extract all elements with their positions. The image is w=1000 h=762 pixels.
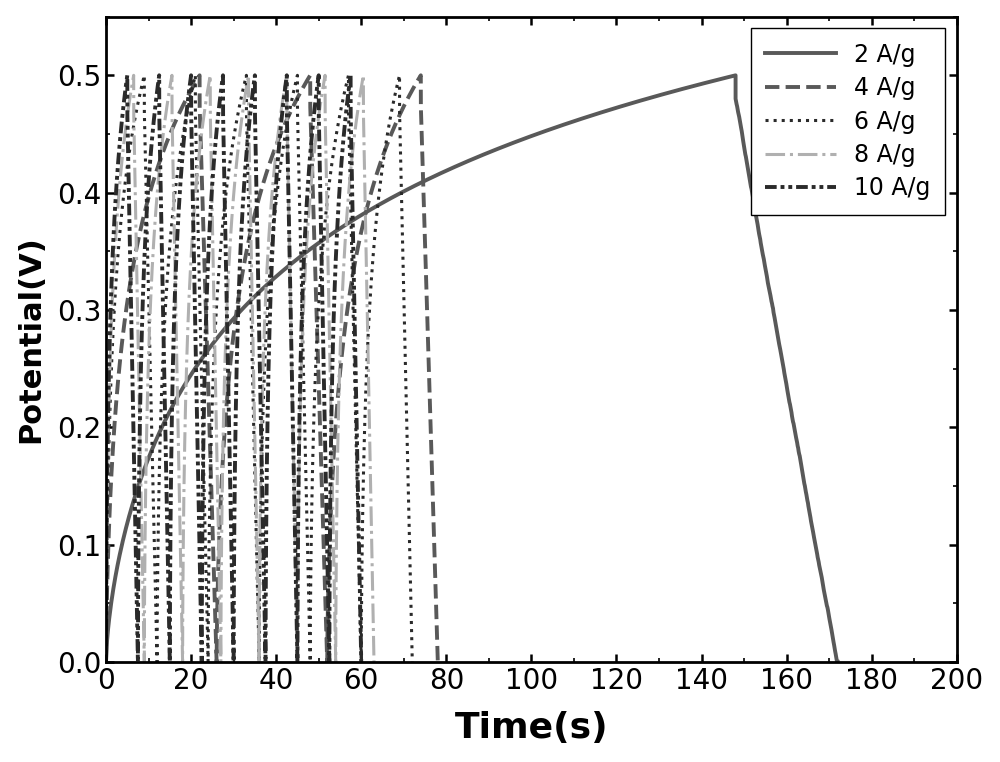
6 A/g <box>279 134 291 143</box>
4 A/g <box>129 252 141 261</box>
Legend: 2 A/g, 4 A/g, 6 A/g, 8 A/g, 10 A/g: 2 A/g, 4 A/g, 6 A/g, 8 A/g, 10 A/g <box>751 28 945 215</box>
Line: 2 A/g: 2 A/g <box>106 75 838 662</box>
2 A/g <box>733 112 745 121</box>
Y-axis label: Potential(V): Potential(V) <box>17 235 46 443</box>
10 A/g <box>168 318 180 327</box>
10 A/g <box>130 572 142 581</box>
4 A/g <box>141 198 153 207</box>
10 A/g <box>355 658 367 667</box>
8 A/g <box>232 141 244 150</box>
4 A/g <box>194 71 206 80</box>
8 A/g <box>128 71 140 80</box>
Line: 6 A/g: 6 A/g <box>106 75 412 662</box>
6 A/g <box>138 71 150 80</box>
6 A/g <box>100 658 112 667</box>
4 A/g <box>152 163 164 172</box>
Line: 10 A/g: 10 A/g <box>106 75 361 662</box>
4 A/g <box>389 121 401 130</box>
10 A/g <box>121 71 133 80</box>
8 A/g <box>119 130 131 139</box>
6 A/g <box>287 91 299 100</box>
4 A/g <box>432 658 444 667</box>
8 A/g <box>368 658 380 667</box>
6 A/g <box>406 658 418 667</box>
6 A/g <box>334 111 346 120</box>
10 A/g <box>300 212 312 221</box>
2 A/g <box>610 104 622 113</box>
8 A/g <box>100 658 112 667</box>
10 A/g <box>120 78 132 87</box>
Line: 4 A/g: 4 A/g <box>106 75 438 662</box>
X-axis label: Time(s): Time(s) <box>455 712 608 745</box>
10 A/g <box>166 427 178 437</box>
8 A/g <box>300 258 312 267</box>
8 A/g <box>300 255 312 264</box>
2 A/g <box>730 71 742 80</box>
6 A/g <box>244 264 256 273</box>
2 A/g <box>775 351 787 360</box>
6 A/g <box>111 267 123 277</box>
4 A/g <box>100 658 112 667</box>
10 A/g <box>139 244 151 253</box>
6 A/g <box>218 209 230 218</box>
4 A/g <box>256 183 268 192</box>
2 A/g <box>588 110 600 120</box>
4 A/g <box>110 396 122 405</box>
8 A/g <box>283 233 295 242</box>
8 A/g <box>328 574 340 583</box>
10 A/g <box>100 658 112 667</box>
2 A/g <box>152 432 164 441</box>
2 A/g <box>832 658 844 667</box>
2 A/g <box>100 658 112 667</box>
2 A/g <box>635 96 647 105</box>
Line: 8 A/g: 8 A/g <box>106 75 374 662</box>
